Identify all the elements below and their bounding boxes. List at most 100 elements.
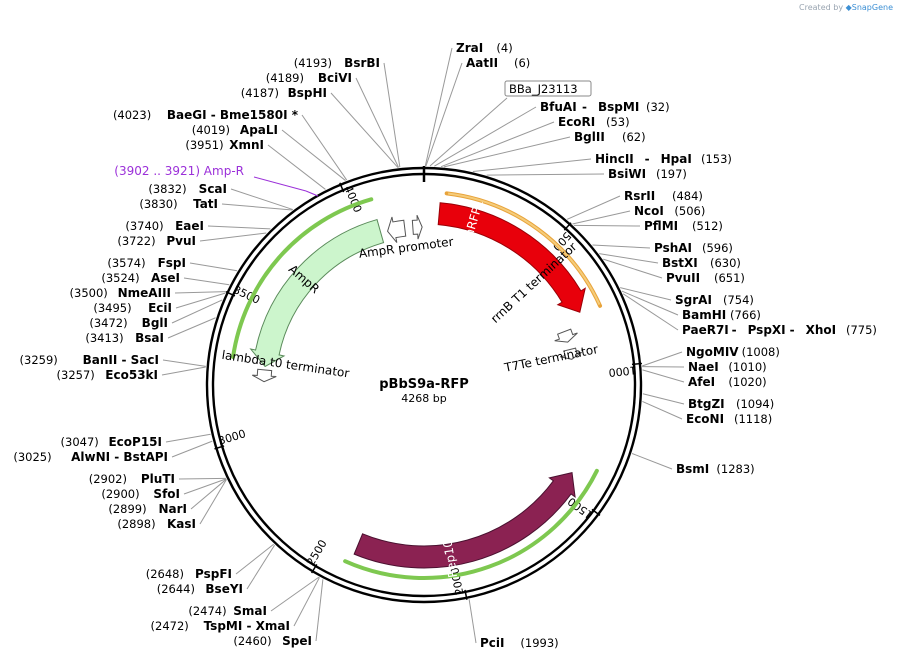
ampr-promoter-feature[interactable] [387, 216, 407, 243]
restriction-site[interactable]: AseI (3524) [101, 271, 230, 286]
restriction-site[interactable]: PaeR7I - PspXI - XhoI (775) [622, 293, 877, 337]
restriction-site[interactable]: BciVI (4189) [266, 71, 400, 168]
site-enzyme-name: HpaI [661, 152, 692, 166]
site-enzyme-name: BsaI [135, 331, 164, 345]
site-separator: - [732, 323, 737, 337]
restriction-site[interactable]: NmeAIII (3500) [70, 286, 226, 300]
site-enzyme-name: EcoP15I [108, 435, 162, 449]
site-position: (3472) [89, 316, 127, 330]
site-enzyme-name: TatI [193, 197, 218, 211]
site-enzyme-part: AlwNI [71, 450, 110, 464]
restriction-site[interactable]: NarI (2899) [108, 478, 227, 516]
site-position: (53) [606, 115, 630, 129]
ampr-feature[interactable] [249, 218, 385, 368]
tick-mark [563, 222, 572, 231]
site-enzyme-name: BtgZI [688, 397, 725, 411]
restriction-site[interactable]: NcoI (506) [572, 204, 705, 225]
site-position: (4) [496, 41, 512, 55]
site-position: (766) [730, 308, 761, 322]
restriction-site[interactable]: BamHI (766) [621, 290, 761, 322]
restriction-site[interactable]: BspHI (4187) [241, 86, 399, 168]
restriction-site[interactable]: SgrAI (754) [620, 287, 754, 307]
site-enzyme-name: KasI [167, 517, 196, 531]
green-primer-arc-bottom[interactable] [343, 468, 599, 580]
site-enzyme-name: PluTI [141, 472, 175, 486]
site-position: (1008) [742, 345, 780, 359]
site-position: (1118) [734, 412, 772, 426]
restriction-site[interactable]: BglII (62) [443, 130, 646, 168]
site-enzyme-name: PvuII [666, 271, 700, 285]
restriction-site[interactable]: BanII - SacI (3259) [20, 353, 206, 367]
restriction-site[interactable]: BglI (3472) [89, 299, 223, 330]
site-enzyme-name: PvuI [166, 234, 196, 248]
restriction-site[interactable]: SfoI (2900) [101, 478, 227, 501]
restriction-site[interactable]: ScaI (3832) [148, 182, 294, 211]
restriction-site[interactable]: BsrBI (4193) [294, 56, 401, 168]
site-enzyme-name: Eco53kI [105, 368, 158, 382]
site-enzyme-name: BspMI [598, 100, 639, 114]
restriction-site[interactable]: EcoNI (1118) [642, 400, 772, 426]
site-enzyme-name: NcoI [634, 204, 664, 218]
lambda-t0-terminator-feature[interactable] [252, 368, 277, 383]
restriction-site[interactable]: FspI (3574) [107, 256, 238, 272]
restriction-site[interactable]: EaeI (3740) [125, 219, 271, 233]
restriction-site[interactable]: BsiWI (197) [486, 167, 687, 181]
rep101-feature[interactable] [353, 471, 576, 569]
restriction-site[interactable]: NgoMIV (1008) [642, 345, 780, 367]
site-enzyme-name: BanII - SacI [83, 353, 159, 367]
site-enzyme-name: SmaI [233, 604, 267, 618]
plasmid-name: pBbS9a-RFP [379, 377, 469, 392]
site-position: (775) [846, 323, 877, 337]
restriction-site[interactable]: BstXI (630) [599, 253, 741, 270]
site-enzyme-part: BanII [83, 353, 118, 367]
site-enzyme-name: SfoI [153, 487, 180, 501]
t7te-terminator-feature[interactable] [559, 347, 582, 360]
restriction-site[interactable]: XmnI (3951) [185, 138, 326, 190]
restriction-site[interactable]: PspFI (2648) [146, 543, 274, 581]
restriction-site[interactable]: BseYI (2644) [157, 544, 276, 596]
restriction-site[interactable]: AatII (6) [425, 56, 530, 167]
restriction-site[interactable]: NaeI (1010) [642, 360, 767, 374]
restriction-site[interactable]: TatI (3830) [139, 197, 293, 211]
mrfp1-feature[interactable] [437, 202, 586, 313]
site-position: (3025) [13, 450, 51, 464]
restriction-site[interactable]: BsaI (3413) [85, 317, 216, 345]
credit-brand: SnapGene [851, 3, 893, 12]
tick-mark [339, 182, 345, 193]
restriction-site[interactable]: BfuAI - BspMI (32) [434, 100, 670, 167]
site-separator: - [645, 152, 650, 166]
restriction-site[interactable]: PflMI (512) [573, 219, 723, 233]
restriction-site[interactable]: SmaI (2474) [188, 576, 320, 618]
restriction-site[interactable]: BaeGI - Bme1580I * (4023) [113, 108, 348, 181]
site-enzyme-name: PspFI [195, 567, 232, 581]
restriction-site[interactable]: SpeI (2460) [233, 579, 324, 648]
restriction-site[interactable]: ApaLI (4019) [192, 123, 346, 181]
restriction-site[interactable]: EcoP15I (3047) [61, 433, 211, 449]
tick-mark [225, 291, 236, 297]
bba-promoter-arrow[interactable] [411, 214, 423, 240]
restriction-site[interactable]: RsrII (484) [566, 189, 703, 220]
site-position: (32) [646, 100, 670, 114]
restriction-site[interactable]: EciI (3495) [93, 292, 226, 315]
restriction-site[interactable]: PshAI (596) [592, 241, 733, 255]
restriction-site[interactable]: PluTI (2902) [89, 472, 226, 486]
restriction-site[interactable]: PvuII (651) [603, 258, 745, 285]
restriction-site[interactable]: Eco53kI (3257) [57, 366, 206, 382]
restriction-site[interactable]: PciI (1993) [468, 599, 559, 650]
site-position: (1283) [716, 462, 754, 476]
green-primer-arc-left[interactable] [231, 197, 374, 359]
snapgene-credit: Created by ◆SnapGene [799, 3, 893, 12]
restriction-site[interactable]: KasI (2898) [117, 479, 227, 531]
rrnb-terminator-feature[interactable] [554, 328, 578, 343]
restriction-site[interactable]: TspMI - XmaI (2472) [151, 577, 320, 633]
site-enzyme-name: EaeI [175, 219, 204, 233]
restriction-site[interactable]: HincII - HpaI (153) [472, 152, 732, 173]
restriction-site[interactable]: BsmI (1283) [631, 453, 755, 476]
restriction-site[interactable]: AfeI (1020) [642, 369, 767, 389]
restriction-site[interactable]: AlwNI - BstAPI (3025) [13, 440, 213, 464]
site-position: (6) [514, 56, 530, 70]
restriction-site[interactable]: EcoRI (53) [440, 115, 630, 168]
restriction-site[interactable]: PvuI (3722) [117, 232, 267, 248]
restriction-site[interactable]: BtgZI (1094) [642, 393, 774, 411]
restriction-site[interactable]: ZraI (4) [424, 41, 513, 167]
